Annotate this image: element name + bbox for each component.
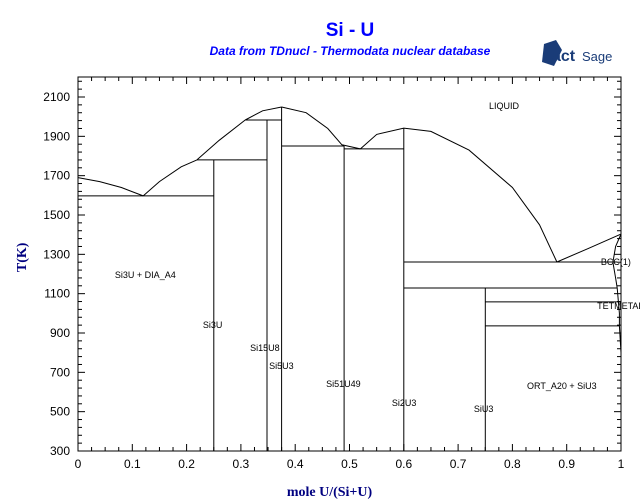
phase-label: Si51U49 xyxy=(326,379,361,389)
phase-label: Si3U xyxy=(203,320,223,330)
y-tick-label: 300 xyxy=(50,444,70,458)
y-tick-label: 1500 xyxy=(43,208,70,222)
y-axis-label: T(K) xyxy=(15,242,30,272)
y-tick-label: 700 xyxy=(50,365,70,379)
phase-label: Si3U + DIA_A4 xyxy=(115,270,176,280)
phase-boundary xyxy=(142,159,198,197)
phase-boundary xyxy=(556,233,622,263)
phase-label: ORT_A20 + SiU3 xyxy=(527,381,597,391)
phase-boundary xyxy=(77,177,144,197)
phase-label: Si2U3 xyxy=(392,398,417,408)
phase-label: Si15U8 xyxy=(250,343,280,353)
plot-frame xyxy=(77,76,622,452)
y-tick-label: 1900 xyxy=(43,129,70,143)
y-tick-label: 1700 xyxy=(43,169,70,183)
y-tick-label: 1300 xyxy=(43,247,70,261)
chart-title: Si - U xyxy=(325,20,375,41)
x-tick-label: 0.9 xyxy=(558,457,575,471)
x-tick-label: 0 xyxy=(75,457,82,471)
x-tick-label: 0.7 xyxy=(450,457,467,471)
svg-text:Sage: Sage xyxy=(582,49,612,64)
phase-label: SiU3 xyxy=(474,404,494,414)
phase-label: LIQUID xyxy=(489,101,520,111)
y-tick-label: 2100 xyxy=(43,90,70,104)
x-tick-label: 1 xyxy=(618,457,625,471)
x-tick-label: 0.6 xyxy=(395,457,412,471)
x-tick-label: 0.1 xyxy=(124,457,141,471)
chart-subtitle: Data from TDnucl - Thermodata nuclear da… xyxy=(209,44,491,58)
y-tick-label: 500 xyxy=(50,405,70,419)
phase-boundary xyxy=(196,119,246,161)
phase-label: BCC(1) xyxy=(601,257,631,267)
x-tick-label: 0.3 xyxy=(233,457,250,471)
x-tick-label: 0.2 xyxy=(178,457,195,471)
x-tick-label: 0.4 xyxy=(287,457,304,471)
phase-boundary xyxy=(281,106,361,150)
x-tick-label: 0.5 xyxy=(341,457,358,471)
phase-boundary xyxy=(244,106,282,121)
x-axis-label: mole U/(Si+U) xyxy=(287,485,373,500)
svg-text:act: act xyxy=(552,48,576,65)
y-tick-label: 1100 xyxy=(44,287,70,301)
y-tick-label: 900 xyxy=(50,326,70,340)
x-tick-label: 0.8 xyxy=(504,457,521,471)
phase-boundary xyxy=(360,127,558,263)
factsage-logo: act Sage xyxy=(542,40,612,66)
phase-label: Si5U3 xyxy=(269,361,294,371)
phase-label: TETMETAL xyxy=(597,301,640,311)
